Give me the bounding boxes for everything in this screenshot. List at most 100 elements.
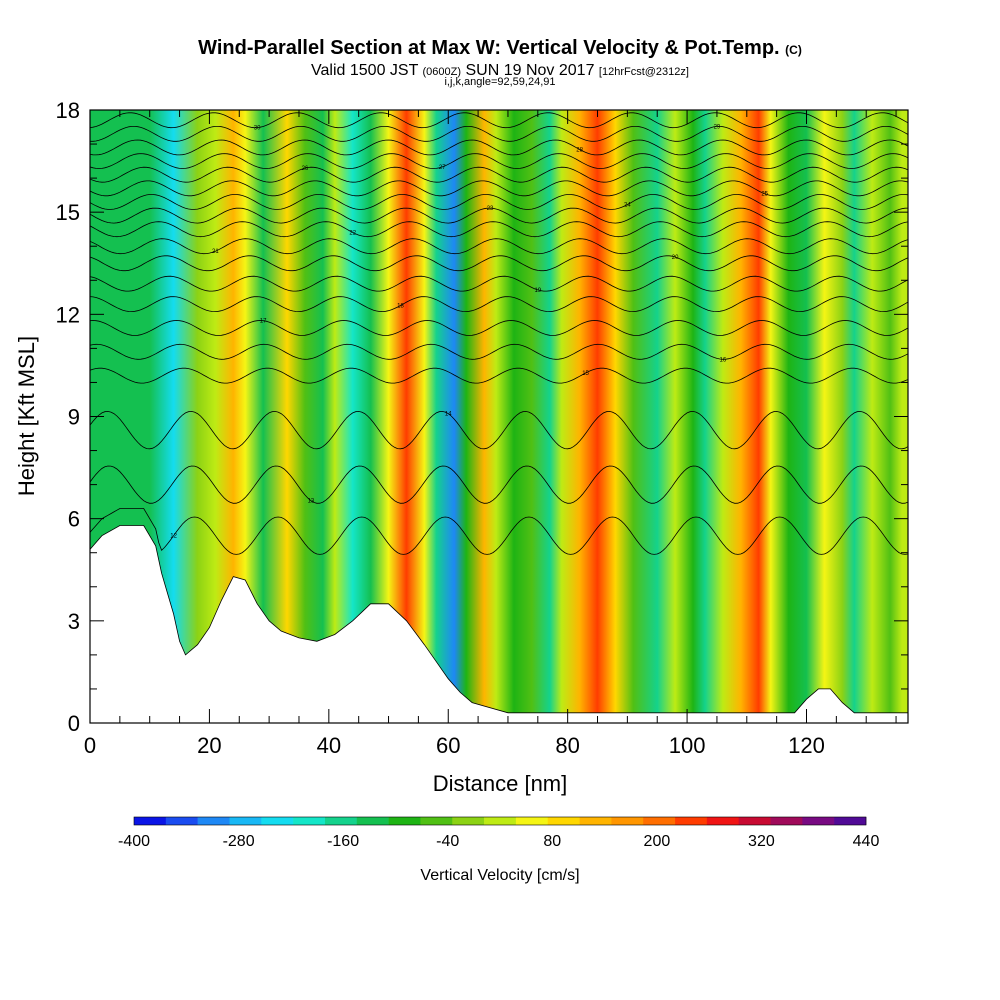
colorbar-swatch-6 bbox=[324, 817, 358, 825]
axes: 0 20 40 60 80 100 120 0 3 6 9 12 15 18 bbox=[56, 98, 908, 758]
y-tick-label-12: 12 bbox=[56, 302, 80, 327]
colorbar-swatch-16 bbox=[643, 817, 676, 825]
colorbar-swatch-0 bbox=[134, 817, 167, 825]
grid-indices: i,j,k,angle=92,59,24,91 bbox=[444, 76, 556, 88]
valid-time-line: Valid 1500 JST (0600Z) SUN 19 Nov 2017 [… bbox=[0, 62, 1000, 80]
x-tick-label-100: 100 bbox=[669, 733, 706, 758]
colorbar-swatch-15 bbox=[611, 817, 644, 825]
theta-contour-29 bbox=[90, 126, 908, 142]
theta-contour-label-19: 19 bbox=[534, 288, 541, 294]
valid-prefix: Valid 1500 JST bbox=[311, 62, 419, 79]
y-tick-label-3: 3 bbox=[68, 609, 80, 634]
theta-contour-label-23: 23 bbox=[487, 206, 494, 212]
theta-contour-14 bbox=[90, 410, 908, 450]
colorbar-tick-label-6: 320 bbox=[748, 833, 775, 850]
colorbar-swatch-10 bbox=[452, 817, 485, 825]
y-axis-label: Height [Kft MSL] bbox=[14, 336, 39, 496]
theta-contour-12 bbox=[90, 508, 908, 555]
theta-contour-label-13: 13 bbox=[308, 499, 315, 505]
colorbar-swatch-22 bbox=[834, 817, 867, 825]
colorbar-swatch-3 bbox=[229, 817, 262, 825]
theta-contour-label-12: 12 bbox=[170, 534, 177, 540]
theta-contour-label-30: 30 bbox=[254, 126, 261, 132]
colorbar-swatch-2 bbox=[197, 817, 230, 825]
theta-contour-22 bbox=[90, 221, 908, 238]
theta-contour-label-21: 21 bbox=[212, 249, 219, 255]
x-axis-label: Distance [nm] bbox=[433, 771, 568, 796]
y-tick-label-6: 6 bbox=[68, 507, 80, 532]
forecast-info: [12hrFcst@2312z] bbox=[598, 66, 689, 78]
colorbar-swatch-14 bbox=[579, 817, 612, 825]
colorbar-swatch-11 bbox=[484, 817, 517, 825]
valid-date: SUN 19 Nov 2017 bbox=[465, 62, 595, 79]
colorbar-swatch-5 bbox=[293, 817, 326, 825]
colorbar-swatch-1 bbox=[165, 817, 198, 825]
colorbar-tick-label-0: -400 bbox=[118, 833, 150, 850]
theta-contour-label-22: 22 bbox=[349, 230, 356, 236]
theta-contour-27 bbox=[90, 153, 908, 170]
theta-contour-15 bbox=[90, 367, 908, 384]
theta-contour-16 bbox=[90, 343, 908, 360]
colorbar-swatch-9 bbox=[420, 817, 453, 825]
theta-contour-label-25: 25 bbox=[761, 192, 768, 198]
colorbar-swatch-17 bbox=[675, 817, 708, 825]
theta-contour-label-14: 14 bbox=[445, 412, 452, 418]
colorbar-swatch-20 bbox=[770, 817, 803, 825]
colorbar-label: Vertical Velocity [cm/s] bbox=[420, 867, 579, 884]
x-tick-label-40: 40 bbox=[317, 733, 341, 758]
y-tick-label-0: 0 bbox=[68, 711, 80, 736]
theta-contour-18 bbox=[90, 296, 908, 313]
colorbar-tick-label-4: 80 bbox=[543, 833, 561, 850]
theta-contour-label-20: 20 bbox=[672, 255, 679, 261]
theta-contour-label-17: 17 bbox=[260, 319, 267, 325]
theta-contour-label-18: 18 bbox=[397, 303, 404, 309]
theta-contour-label-27: 27 bbox=[439, 165, 446, 171]
colorbar-swatch-21 bbox=[802, 817, 835, 825]
x-tick-label-0: 0 bbox=[84, 733, 96, 758]
valid-utc: (0600Z) bbox=[422, 66, 462, 78]
theta-contour-13 bbox=[90, 465, 908, 504]
theta-contour-label-26: 26 bbox=[302, 166, 309, 172]
theta-contour-25 bbox=[90, 180, 908, 197]
colorbar-tick-label-1: -280 bbox=[223, 833, 255, 850]
x-tick-label-120: 120 bbox=[788, 733, 825, 758]
theta-contour-26 bbox=[90, 166, 908, 183]
theta-contour-28 bbox=[90, 139, 908, 156]
colorbar-swatch-8 bbox=[388, 817, 421, 825]
terrain bbox=[90, 525, 908, 723]
colorbar-tick-label-5: 200 bbox=[644, 833, 671, 850]
copyright-mark: (C) bbox=[785, 43, 802, 57]
colorbar-tick-label-2: -160 bbox=[327, 833, 359, 850]
colorbar-swatch-4 bbox=[261, 817, 294, 825]
theta-contour-24 bbox=[90, 194, 908, 210]
colorbar-swatch-7 bbox=[356, 817, 389, 825]
colorbar-swatch-18 bbox=[706, 817, 739, 825]
y-tick-label-9: 9 bbox=[68, 405, 80, 430]
theta-contour-label-24: 24 bbox=[624, 203, 631, 209]
theta-contour-19 bbox=[90, 275, 908, 292]
chart-title: Wind-Parallel Section at Max W: Vertical… bbox=[0, 37, 1000, 60]
colorbar: -400 -280 -160 -40 80 200 320 440 bbox=[118, 816, 880, 850]
theta-contour-label-28: 28 bbox=[576, 147, 583, 153]
colorbar-swatch-13 bbox=[547, 817, 580, 825]
theta-contour-label-15: 15 bbox=[582, 371, 589, 377]
theta-contour-17 bbox=[90, 320, 908, 336]
plot-area: 12 13 14 15 16 17 18 19 20 21 22 23 24 25 26 27 28 29 30 bbox=[90, 110, 908, 723]
y-tick-label-15: 15 bbox=[56, 200, 80, 225]
colorbar-frame bbox=[133, 816, 867, 826]
theta-contour-21 bbox=[90, 238, 908, 255]
colorbar-swatch-19 bbox=[738, 817, 771, 825]
theta-contour-23 bbox=[90, 207, 908, 224]
title-main: Wind-Parallel Section at Max W: Vertical… bbox=[198, 37, 780, 59]
colorbar-tick-label-3: -40 bbox=[436, 833, 459, 850]
theta-contours: 12 13 14 15 16 17 18 19 20 21 22 23 24 25 26 27 28 29 30 bbox=[90, 112, 908, 555]
theta-contour-label-16: 16 bbox=[720, 357, 727, 363]
colorbar-swatch-12 bbox=[515, 817, 549, 825]
theta-contour-20 bbox=[90, 255, 908, 272]
x-tick-label-60: 60 bbox=[436, 733, 460, 758]
y-tick-label-18: 18 bbox=[56, 98, 80, 123]
colorbar-tick-label-7: 440 bbox=[853, 833, 880, 850]
theta-contour-label-29: 29 bbox=[714, 124, 721, 130]
